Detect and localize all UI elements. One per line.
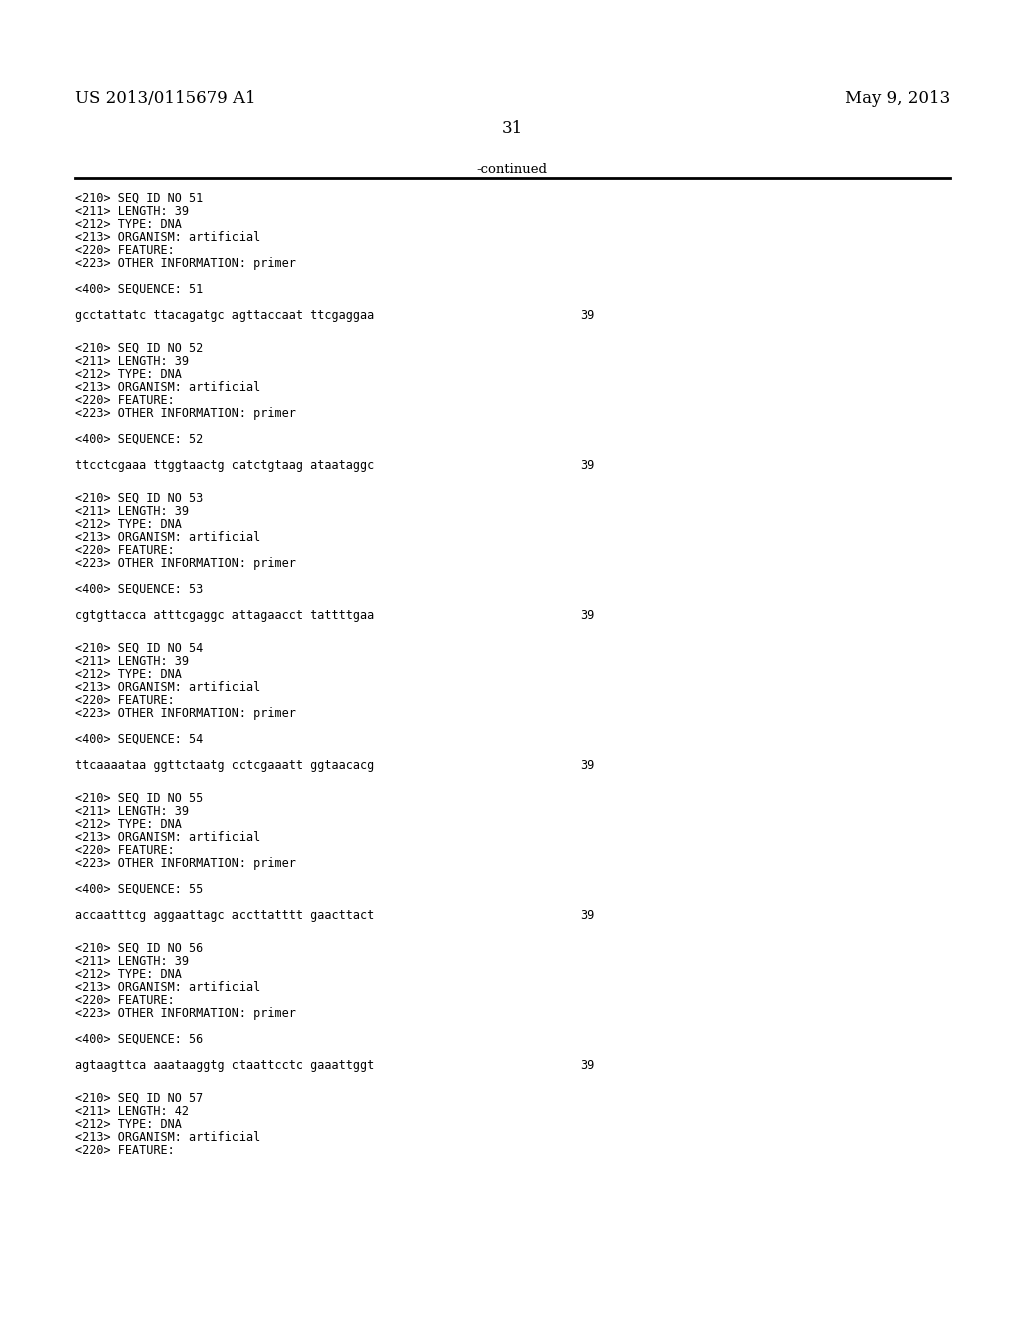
Text: 39: 39	[580, 1059, 594, 1072]
Text: 39: 39	[580, 459, 594, 473]
Text: <213> ORGANISM: artificial: <213> ORGANISM: artificial	[75, 832, 260, 843]
Text: <212> TYPE: DNA: <212> TYPE: DNA	[75, 368, 182, 381]
Text: <213> ORGANISM: artificial: <213> ORGANISM: artificial	[75, 531, 260, 544]
Text: <400> SEQUENCE: 52: <400> SEQUENCE: 52	[75, 433, 203, 446]
Text: <212> TYPE: DNA: <212> TYPE: DNA	[75, 818, 182, 832]
Text: <210> SEQ ID NO 57: <210> SEQ ID NO 57	[75, 1092, 203, 1105]
Text: <210> SEQ ID NO 53: <210> SEQ ID NO 53	[75, 492, 203, 506]
Text: agtaagttca aaataaggtg ctaattcctc gaaattggt: agtaagttca aaataaggtg ctaattcctc gaaattg…	[75, 1059, 374, 1072]
Text: <210> SEQ ID NO 56: <210> SEQ ID NO 56	[75, 942, 203, 954]
Text: <400> SEQUENCE: 56: <400> SEQUENCE: 56	[75, 1034, 203, 1045]
Text: <220> FEATURE:: <220> FEATURE:	[75, 1144, 175, 1158]
Text: <220> FEATURE:: <220> FEATURE:	[75, 994, 175, 1007]
Text: ttcctcgaaa ttggtaactg catctgtaag ataataggc: ttcctcgaaa ttggtaactg catctgtaag ataatag…	[75, 459, 374, 473]
Text: <223> OTHER INFORMATION: primer: <223> OTHER INFORMATION: primer	[75, 1007, 296, 1020]
Text: 31: 31	[502, 120, 522, 137]
Text: US 2013/0115679 A1: US 2013/0115679 A1	[75, 90, 256, 107]
Text: <211> LENGTH: 39: <211> LENGTH: 39	[75, 205, 189, 218]
Text: <220> FEATURE:: <220> FEATURE:	[75, 694, 175, 708]
Text: 39: 39	[580, 909, 594, 921]
Text: <223> OTHER INFORMATION: primer: <223> OTHER INFORMATION: primer	[75, 857, 296, 870]
Text: <223> OTHER INFORMATION: primer: <223> OTHER INFORMATION: primer	[75, 557, 296, 570]
Text: <400> SEQUENCE: 53: <400> SEQUENCE: 53	[75, 583, 203, 597]
Text: <211> LENGTH: 39: <211> LENGTH: 39	[75, 954, 189, 968]
Text: <400> SEQUENCE: 54: <400> SEQUENCE: 54	[75, 733, 203, 746]
Text: <400> SEQUENCE: 55: <400> SEQUENCE: 55	[75, 883, 203, 896]
Text: <223> OTHER INFORMATION: primer: <223> OTHER INFORMATION: primer	[75, 257, 296, 271]
Text: <223> OTHER INFORMATION: primer: <223> OTHER INFORMATION: primer	[75, 407, 296, 420]
Text: 39: 39	[580, 759, 594, 772]
Text: <212> TYPE: DNA: <212> TYPE: DNA	[75, 218, 182, 231]
Text: ttcaaaataa ggttctaatg cctcgaaatt ggtaacacg: ttcaaaataa ggttctaatg cctcgaaatt ggtaaca…	[75, 759, 374, 772]
Text: cgtgttacca atttcgaggc attagaacct tattttgaa: cgtgttacca atttcgaggc attagaacct tattttg…	[75, 609, 374, 622]
Text: <213> ORGANISM: artificial: <213> ORGANISM: artificial	[75, 681, 260, 694]
Text: 39: 39	[580, 609, 594, 622]
Text: <210> SEQ ID NO 52: <210> SEQ ID NO 52	[75, 342, 203, 355]
Text: May 9, 2013: May 9, 2013	[845, 90, 950, 107]
Text: <212> TYPE: DNA: <212> TYPE: DNA	[75, 517, 182, 531]
Text: <213> ORGANISM: artificial: <213> ORGANISM: artificial	[75, 231, 260, 244]
Text: <211> LENGTH: 39: <211> LENGTH: 39	[75, 655, 189, 668]
Text: <211> LENGTH: 42: <211> LENGTH: 42	[75, 1105, 189, 1118]
Text: <213> ORGANISM: artificial: <213> ORGANISM: artificial	[75, 1131, 260, 1144]
Text: <213> ORGANISM: artificial: <213> ORGANISM: artificial	[75, 981, 260, 994]
Text: <212> TYPE: DNA: <212> TYPE: DNA	[75, 668, 182, 681]
Text: <220> FEATURE:: <220> FEATURE:	[75, 843, 175, 857]
Text: <210> SEQ ID NO 51: <210> SEQ ID NO 51	[75, 191, 203, 205]
Text: <211> LENGTH: 39: <211> LENGTH: 39	[75, 355, 189, 368]
Text: <211> LENGTH: 39: <211> LENGTH: 39	[75, 506, 189, 517]
Text: <220> FEATURE:: <220> FEATURE:	[75, 393, 175, 407]
Text: <220> FEATURE:: <220> FEATURE:	[75, 244, 175, 257]
Text: <211> LENGTH: 39: <211> LENGTH: 39	[75, 805, 189, 818]
Text: <210> SEQ ID NO 54: <210> SEQ ID NO 54	[75, 642, 203, 655]
Text: gcctattatc ttacagatgc agttaccaat ttcgaggaa: gcctattatc ttacagatgc agttaccaat ttcgagg…	[75, 309, 374, 322]
Text: <212> TYPE: DNA: <212> TYPE: DNA	[75, 1118, 182, 1131]
Text: -continued: -continued	[476, 162, 548, 176]
Text: 39: 39	[580, 309, 594, 322]
Text: accaatttcg aggaattagc accttatttt gaacttact: accaatttcg aggaattagc accttatttt gaactta…	[75, 909, 374, 921]
Text: <223> OTHER INFORMATION: primer: <223> OTHER INFORMATION: primer	[75, 708, 296, 719]
Text: <400> SEQUENCE: 51: <400> SEQUENCE: 51	[75, 282, 203, 296]
Text: <213> ORGANISM: artificial: <213> ORGANISM: artificial	[75, 381, 260, 393]
Text: <210> SEQ ID NO 55: <210> SEQ ID NO 55	[75, 792, 203, 805]
Text: <212> TYPE: DNA: <212> TYPE: DNA	[75, 968, 182, 981]
Text: <220> FEATURE:: <220> FEATURE:	[75, 544, 175, 557]
